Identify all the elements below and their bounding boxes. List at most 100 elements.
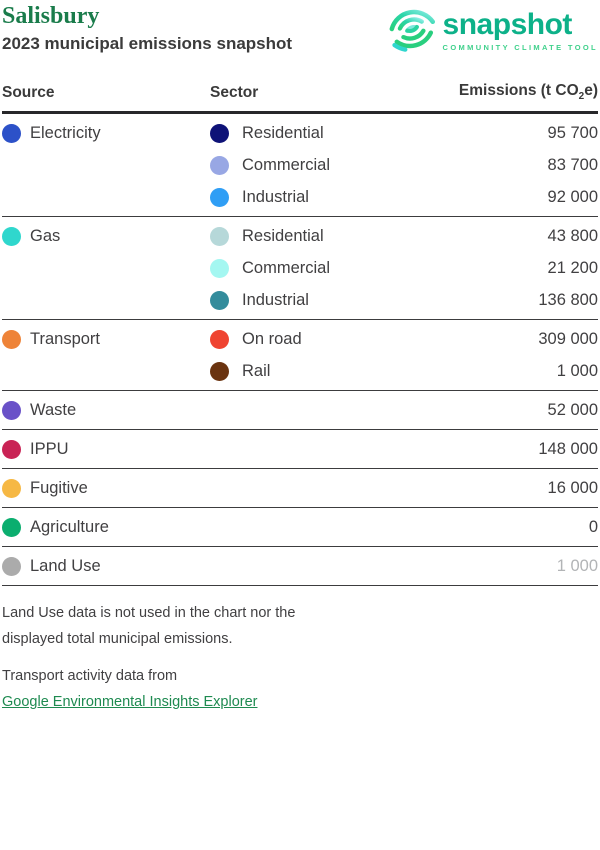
sector-cell: Commercial [210, 155, 448, 175]
emissions-value: 52 000 [547, 400, 598, 419]
emissions-value: 83 700 [547, 155, 598, 174]
column-header-sector: Sector [210, 84, 259, 102]
table-row: Transport On road 309 000 [2, 323, 598, 355]
table-row: Land Use 1 000 [2, 547, 598, 585]
sector-cell: Residential [210, 123, 448, 143]
sector-label: Residential [242, 226, 324, 245]
source-group: Gas Residential 43 800 Commercial 21 200 Indu… [2, 217, 598, 321]
source-dot [2, 517, 21, 537]
table-row: IPPU 148 000 [2, 430, 598, 468]
sector-label: Commercial [242, 155, 331, 174]
table-row: Fugitive 16 000 [2, 469, 598, 507]
sector-label: Industrial [242, 290, 309, 309]
source-group: Waste 52 000 [2, 391, 598, 431]
sector-dot [210, 258, 229, 278]
sector-label: Commercial [242, 258, 331, 277]
source-label: Gas [30, 226, 61, 245]
column-header-emissions: Emissions (t CO2e) [448, 82, 598, 102]
source-cell: Gas [2, 226, 210, 246]
source-label: Waste [30, 400, 77, 419]
sector-label: Industrial [242, 187, 309, 206]
table-row: Gas Residential 43 800 [2, 220, 598, 252]
source-dot [2, 556, 21, 576]
table-row: Industrial 92 000 [2, 181, 598, 213]
source-cell: Transport [2, 329, 210, 349]
emissions-table: Source Sector Emissions (t CO2e) Electri… [2, 82, 598, 587]
source-dot [2, 439, 21, 459]
table-row: Waste 52 000 [2, 391, 598, 429]
table-row: Commercial 83 700 [2, 149, 598, 181]
emissions-header-text: Emissions (t CO [458, 82, 579, 99]
table-row: Commercial 21 200 [2, 252, 598, 284]
emissions-value: 92 000 [547, 187, 598, 206]
sector-cell: Rail [210, 361, 448, 381]
source-cell: Land Use [2, 556, 210, 576]
sector-cell: Commercial [210, 258, 448, 278]
source-dot [2, 400, 21, 420]
emissions-value: 0 [588, 517, 598, 536]
page: Salisbury 2023 municipal emissions snaps… [2, 3, 598, 715]
source-label: Agriculture [30, 517, 109, 536]
table-row: Electricity Residential 95 700 [2, 117, 598, 149]
table-header-row: Source Sector Emissions (t CO2e) [2, 82, 598, 115]
source-group: IPPU 148 000 [2, 430, 598, 470]
source-dot [2, 123, 21, 143]
sector-dot [210, 187, 229, 207]
emissions-value: 43 800 [547, 226, 598, 245]
sector-cell: On road [210, 329, 448, 349]
emissions-value: 309 000 [538, 329, 598, 348]
sector-dot [210, 123, 229, 143]
sector-label: Rail [242, 361, 271, 380]
sector-dot [210, 226, 229, 246]
source-group: Land Use 1 000 [2, 547, 598, 587]
source-label: IPPU [30, 439, 69, 458]
sector-dot [210, 290, 229, 310]
transport-note: Transport activity data from Google Envi… [2, 663, 598, 715]
logo-wordmark: snapshot [442, 8, 573, 41]
source-group: Electricity Residential 95 700 Commercial 83… [2, 114, 598, 218]
table-row: Industrial 136 800 [2, 284, 598, 316]
source-label: Land Use [30, 556, 101, 575]
logo-tagline: COMMUNITY CLIMATE TOOL [442, 43, 598, 52]
emissions-value: 21 200 [547, 258, 598, 277]
source-group: Agriculture 0 [2, 508, 598, 548]
report-subtitle: 2023 municipal emissions snapshot [2, 34, 293, 53]
sector-cell: Residential [210, 226, 448, 246]
emissions-value: 148 000 [538, 439, 598, 458]
snapshot-logo: snapshot COMMUNITY CLIMATE TOOL [388, 4, 598, 54]
sector-cell: Industrial [210, 187, 448, 207]
sector-dot [210, 155, 229, 175]
emissions-table-body: Electricity Residential 95 700 Commercial 83… [2, 114, 598, 587]
sector-label: On road [242, 329, 302, 348]
sector-dot [210, 329, 229, 349]
source-label: Transport [30, 329, 100, 348]
land-use-note: Land Use data is not used in the chart n… [2, 605, 296, 648]
sector-dot [210, 361, 229, 381]
source-dot [2, 226, 21, 246]
emissions-value: 136 800 [538, 290, 598, 309]
source-label: Electricity [30, 123, 101, 142]
emissions-header-subscript: 2 [578, 91, 585, 103]
source-group: Fugitive 16 000 [2, 469, 598, 509]
table-row: Rail 1 000 [2, 355, 598, 387]
source-cell: Waste [2, 400, 210, 420]
municipality-title: Salisbury [2, 3, 100, 29]
source-label: Fugitive [30, 478, 88, 497]
footnotes: Land Use data is not used in the chart n… [2, 600, 598, 715]
page-header: Salisbury 2023 municipal emissions snaps… [2, 3, 598, 54]
source-cell: Agriculture [2, 517, 210, 537]
logo-text: snapshot COMMUNITY CLIMATE TOOL [442, 8, 598, 53]
emissions-value: 1 000 [556, 361, 598, 380]
source-group: Transport On road 309 000 Rail 1 000 [2, 320, 598, 392]
table-row: Agriculture 0 [2, 508, 598, 546]
source-cell: Fugitive [2, 478, 210, 498]
title-block: Salisbury 2023 municipal emissions snaps… [2, 3, 292, 54]
transport-note-text: Transport activity data from [2, 668, 178, 685]
sector-label: Residential [242, 123, 324, 142]
source-cell: IPPU [2, 439, 210, 459]
google-eie-link[interactable]: Google Environmental Insights Explorer [2, 694, 258, 711]
emissions-header-suffix: e) [584, 82, 598, 99]
emissions-value: 16 000 [547, 478, 598, 497]
source-dot [2, 478, 21, 498]
source-dot [2, 329, 21, 349]
